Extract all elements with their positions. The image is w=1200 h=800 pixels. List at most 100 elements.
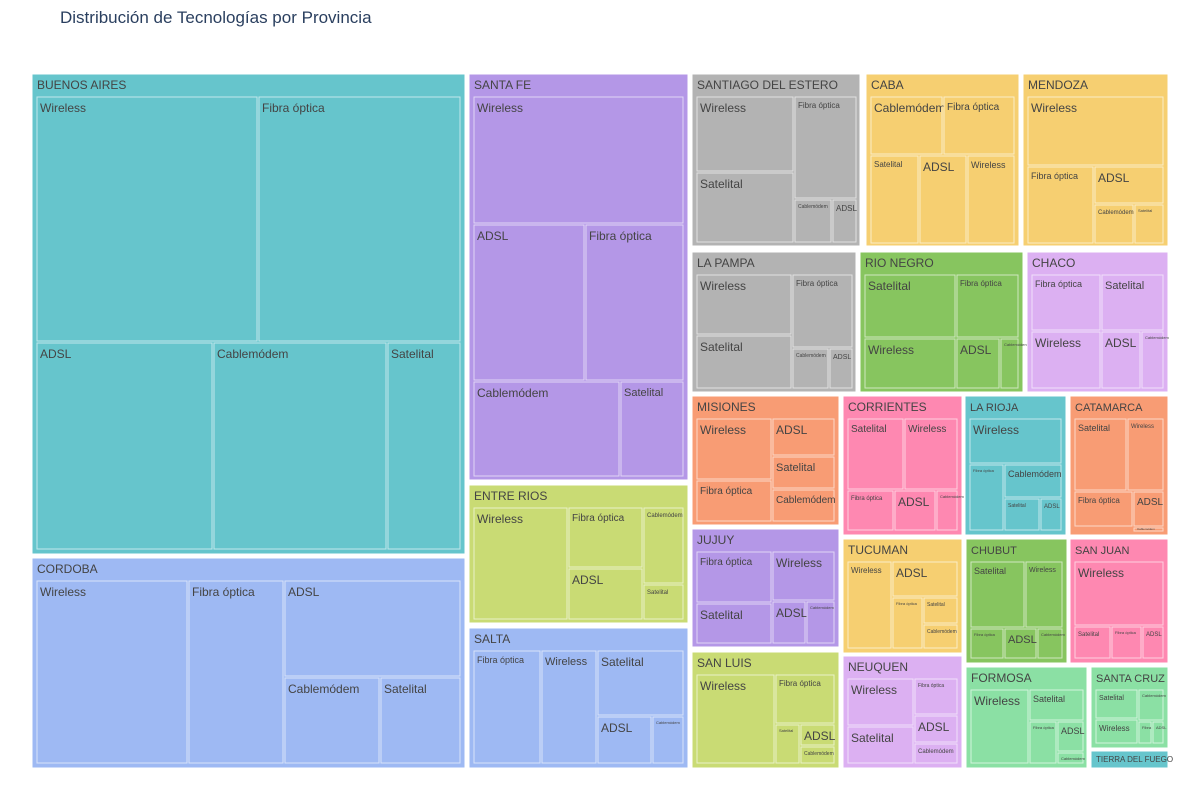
tile-tucuman-adsl[interactable] xyxy=(892,561,958,597)
tile-entre-rios-fibra-optica[interactable] xyxy=(568,507,643,568)
tile-tucuman-cablemodem[interactable] xyxy=(923,624,958,649)
tile-misiones-fibra-optica[interactable] xyxy=(696,480,772,522)
tile-mendoza-wireless[interactable] xyxy=(1027,96,1164,166)
province-mendoza[interactable]: MENDOZA Wireless Fibra óptica ADSL Cablemóde… xyxy=(1022,73,1169,247)
tile-formosa-fibra-optica[interactable] xyxy=(1029,721,1057,764)
tile-chaco-wireless[interactable] xyxy=(1031,331,1101,389)
tile-chaco-fibra-optica[interactable] xyxy=(1031,274,1101,331)
tile-formosa-wireless[interactable] xyxy=(970,689,1029,764)
tile-mendoza-satelital[interactable] xyxy=(1134,204,1164,244)
province-neuquen[interactable]: NEUQUEN Wireless Satelital Fibra óptica ADSL… xyxy=(842,655,963,769)
province-san-luis[interactable]: SAN LUIS Wireless Fibra óptica Satelital ADS… xyxy=(691,651,840,769)
tile-mendoza-adsl[interactable] xyxy=(1094,166,1164,204)
tile-formosa-cablemodem[interactable] xyxy=(1057,752,1084,764)
tile-misiones-satelital[interactable] xyxy=(772,456,835,489)
tile-catamarca-satelital[interactable] xyxy=(1074,418,1127,491)
tile-catamarca-adsl[interactable] xyxy=(1133,491,1164,527)
tile-la-rioja-adsl[interactable] xyxy=(1040,498,1062,531)
tile-neuquen-satelital[interactable] xyxy=(847,726,914,764)
tile-caba-wireless[interactable] xyxy=(967,155,1015,244)
tile-santa-cruz-fibra-optica[interactable] xyxy=(1138,721,1152,744)
tile-la-rioja-fibra-optica[interactable] xyxy=(969,464,1004,531)
tile-santa-fe-satelital[interactable] xyxy=(620,381,684,477)
tile-jujuy-fibra-optica[interactable] xyxy=(696,551,772,603)
tile-san-luis-adsl[interactable] xyxy=(800,724,835,746)
province-san-juan[interactable]: SAN JUAN Wireless Satelital Fibra óptica ADS… xyxy=(1069,538,1169,664)
province-la-pampa[interactable]: LA PAMPA Wireless Satelital Fibra óptica Cab… xyxy=(691,251,857,393)
province-rio-negro[interactable]: RIO NEGRO Satelital Fibra óptica Wireless AD… xyxy=(859,251,1028,393)
tile-buenos-aires-adsl[interactable] xyxy=(36,342,213,550)
tile-santiago-del-estero-adsl[interactable] xyxy=(832,199,857,243)
tile-jujuy-wireless[interactable] xyxy=(772,551,835,601)
province-corrientes[interactable]: CORRIENTES Satelital Wireless Fibra óptica A… xyxy=(842,395,964,536)
tile-la-rioja-satelital[interactable] xyxy=(1004,498,1040,531)
tile-caba-satelital[interactable] xyxy=(870,155,919,244)
tile-la-pampa-satelital[interactable] xyxy=(696,335,792,389)
tile-san-juan-satelital[interactable] xyxy=(1074,626,1111,659)
tile-cordoba-wireless[interactable] xyxy=(36,580,188,764)
tile-mendoza-cablemodem[interactable] xyxy=(1094,204,1134,244)
tile-buenos-aires-fibra-optica[interactable] xyxy=(258,96,461,342)
tile-mendoza-fibra-optica[interactable] xyxy=(1027,166,1094,244)
tile-catamarca-fibra-optica[interactable] xyxy=(1074,491,1133,527)
tile-misiones-cablemodem[interactable] xyxy=(772,489,835,522)
province-santa-fe[interactable]: SANTA FE Wireless ADSL Fibra óptica Cablemód… xyxy=(468,73,689,481)
province-chubut[interactable]: CHUBUT Satelital Wireless Fibra óptica ADSL C… xyxy=(965,538,1068,664)
tile-jujuy-satelital[interactable] xyxy=(696,603,772,644)
tile-buenos-aires-satelital[interactable] xyxy=(387,342,461,550)
tile-chubut-cablemodem[interactable] xyxy=(1037,628,1063,659)
tile-corrientes-wireless[interactable] xyxy=(904,418,958,490)
tile-entre-rios-wireless[interactable] xyxy=(473,507,568,620)
tile-cordoba-adsl[interactable] xyxy=(284,580,461,677)
tile-corrientes-cablemodem[interactable] xyxy=(936,490,958,531)
province-santa-cruz[interactable]: SANTA CRUZSatelitalWirelessCablemódemFib… xyxy=(1090,666,1169,749)
tile-neuquen-wireless[interactable] xyxy=(847,678,914,726)
province-rect-tierra-del-fuego[interactable] xyxy=(1090,750,1169,769)
tile-rio-negro-wireless[interactable] xyxy=(864,338,956,389)
tile-chubut-wireless[interactable] xyxy=(1025,561,1063,628)
province-buenos-aires[interactable]: BUENOS AIRES Wireless Fibra óptica ADSL Cabl… xyxy=(31,73,466,555)
province-caba[interactable]: CABA Cablemódem Fibra óptica Satelital ADSL W… xyxy=(865,73,1020,247)
tile-la-pampa-cablemodem[interactable] xyxy=(792,348,829,389)
province-misiones[interactable]: MISIONES Wireless Fibra óptica ADSL Satelita… xyxy=(691,395,840,526)
tile-rio-negro-satelital[interactable] xyxy=(864,274,956,338)
tile-neuquen-fibra-optica[interactable] xyxy=(914,678,958,715)
tile-chubut-satelital[interactable] xyxy=(970,561,1025,628)
province-cordoba[interactable]: CORDOBA Wireless Fibra óptica ADSL Cablemóde… xyxy=(31,557,466,769)
tile-chaco-satelital[interactable] xyxy=(1101,274,1164,331)
tile-santa-fe-fibra-optica[interactable] xyxy=(585,224,684,381)
tile-corrientes-fibra-optica[interactable] xyxy=(847,490,894,531)
tile-entre-rios-satelital[interactable] xyxy=(643,584,684,620)
tile-san-luis-satelital[interactable] xyxy=(775,724,800,764)
tile-tucuman-fibra-optica[interactable] xyxy=(892,597,923,649)
tile-chubut-fibra-optica[interactable] xyxy=(970,628,1004,659)
tile-santa-cruz-satelital[interactable] xyxy=(1095,689,1138,719)
province-entre-rios[interactable]: ENTRE RIOS Wireless Fibra óptica ADSL Cablem… xyxy=(468,484,689,624)
tile-misiones-adsl[interactable] xyxy=(772,418,835,456)
tile-santa-fe-adsl[interactable] xyxy=(473,224,585,381)
tile-catamarca-wireless[interactable] xyxy=(1127,418,1164,491)
tile-salta-satelital[interactable] xyxy=(597,650,684,716)
tile-santa-fe-cablemodem[interactable] xyxy=(473,381,620,477)
tile-san-juan-fibra-optica[interactable] xyxy=(1111,626,1142,659)
tile-santa-cruz-cablemodem[interactable] xyxy=(1138,689,1164,721)
tile-jujuy-adsl[interactable] xyxy=(772,601,806,644)
tile-la-rioja-cablemodem[interactable] xyxy=(1004,464,1062,498)
province-formosa[interactable]: FORMOSA Wireless Satelital Fibra óptica ADSL… xyxy=(965,666,1088,769)
tile-jujuy-cablemodem[interactable] xyxy=(806,601,835,644)
tile-la-pampa-adsl[interactable] xyxy=(829,348,853,389)
tile-la-rioja-wireless[interactable] xyxy=(969,418,1062,464)
province-chaco[interactable]: CHACO Fibra óptica Satelital Wireless ADSL Ca… xyxy=(1026,251,1169,393)
tile-caba-adsl[interactable] xyxy=(919,155,967,244)
tile-cordoba-fibra-optica[interactable] xyxy=(188,580,284,764)
tile-corrientes-adsl[interactable] xyxy=(894,490,936,531)
tile-caba-fibra-optica[interactable] xyxy=(943,96,1015,155)
tile-buenos-aires-wireless[interactable] xyxy=(36,96,258,342)
tile-tucuman-wireless[interactable] xyxy=(847,561,892,649)
tile-salta-cablemodem[interactable] xyxy=(652,716,684,764)
tile-santiago-del-estero-satelital[interactable] xyxy=(696,172,794,243)
province-santiago-del-estero[interactable]: SANTIAGO DEL ESTERO Wireless Satelital Fibr… xyxy=(691,73,861,247)
tile-entre-rios-cablemodem[interactable] xyxy=(643,507,684,584)
tile-san-luis-wireless[interactable] xyxy=(696,674,775,764)
province-salta[interactable]: SALTA Fibra óptica Wireless Satelital ADSL Ca… xyxy=(468,627,689,769)
